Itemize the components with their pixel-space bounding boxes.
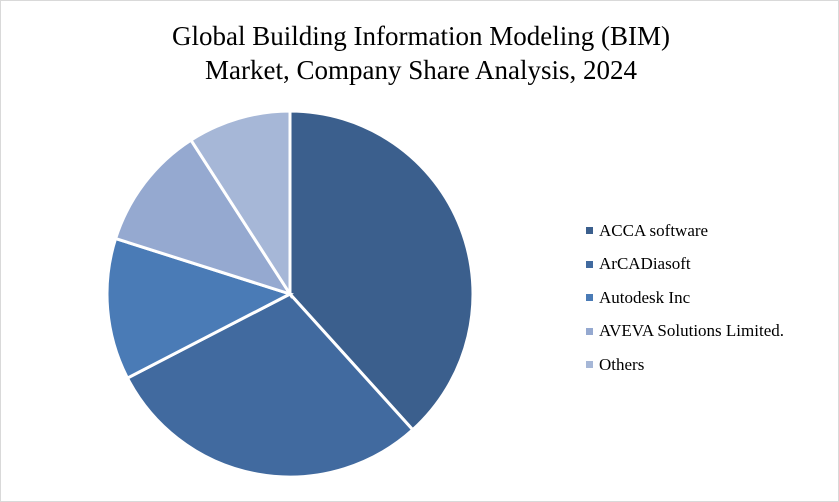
pie-slice-arcadiasoft (125, 292, 415, 479)
pie-slice-autodesk-inc (105, 236, 294, 381)
legend-label: Autodesk Inc (599, 287, 691, 307)
legend-label: AVEVA Solutions Limited. (599, 321, 784, 341)
legend-swatch (586, 294, 593, 302)
pie-slice-aveva-solutions-limited (113, 138, 294, 297)
legend-label: ACCA software (599, 220, 709, 240)
title-line-1: Global Building Information Modeling (BI… (172, 21, 670, 51)
chart-title: Global Building Information Modeling (BI… (1, 19, 838, 87)
legend-swatch (586, 361, 593, 369)
legend: ACCA software ArCADiasoft Autodesk Inc AVEV… (586, 214, 784, 382)
legend-swatch (586, 227, 593, 235)
legend-item: AVEVA Solutions Limited. (586, 315, 784, 349)
legend-label: Others (599, 354, 645, 374)
pie-slice-others (188, 109, 292, 300)
legend-item: Autodesk Inc (586, 281, 784, 315)
legend-item: ACCA software (586, 214, 784, 248)
title-line-2: Market, Company Share Analysis, 2024 (205, 55, 637, 85)
legend-item: Others (586, 348, 784, 382)
legend-swatch (586, 260, 593, 268)
legend-swatch (586, 327, 593, 335)
pie-slice-acca-software (288, 109, 475, 432)
legend-item: ArCADiasoft (586, 248, 784, 282)
legend-label: ArCADiasoft (599, 254, 691, 274)
